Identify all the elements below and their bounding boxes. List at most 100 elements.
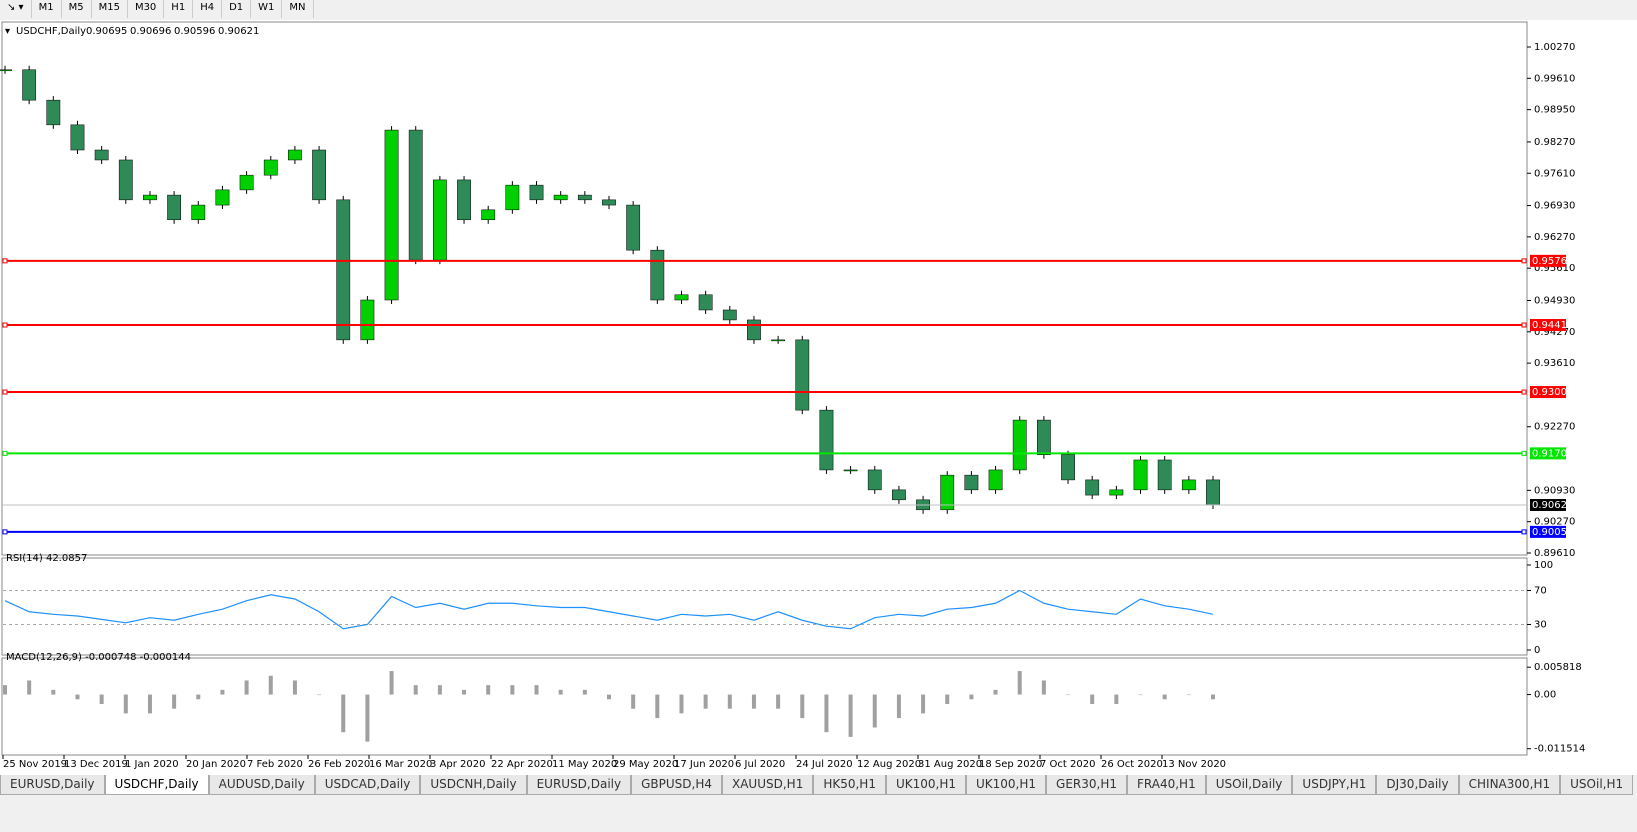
macd-bar — [389, 671, 394, 695]
date-label: 31 Aug 2020 — [918, 759, 982, 770]
timeframe-button[interactable]: M5 — [62, 0, 92, 18]
timeframe-button[interactable]: M1 — [32, 0, 62, 18]
macd-bar — [99, 694, 104, 704]
indicator-title: RSI(14) 42.0857 — [6, 553, 87, 564]
date-label: 11 May 2020 — [552, 759, 617, 770]
chart-tab[interactable]: XAUUSD,H1 — [722, 775, 814, 795]
chart-tab[interactable]: CHINA300,H1 — [1458, 775, 1561, 795]
chart-tab[interactable]: UK100,H1 — [966, 775, 1047, 795]
chart-tab[interactable]: USDCNH,Daily — [420, 775, 527, 795]
current-price-label: 0.90621 — [1532, 500, 1573, 511]
price-panel — [1, 21, 1528, 556]
ohlc-value: 0.90695 — [86, 26, 127, 37]
price-tick-label: 0.92270 — [1534, 422, 1575, 433]
macd-bar — [196, 694, 201, 700]
macd-bar — [776, 694, 781, 709]
macd-bar — [921, 694, 926, 714]
candle — [553, 194, 568, 201]
chart-tab[interactable]: USDJPY,H1 — [1292, 775, 1377, 795]
chart-tab[interactable]: USDCAD,Daily — [314, 775, 421, 795]
level-box — [1530, 386, 1566, 399]
candle — [263, 159, 278, 176]
header-arrow: ▾ — [5, 26, 10, 37]
candle — [336, 199, 351, 341]
macd-bar — [1041, 680, 1046, 695]
price-tick-label: 0.98950 — [1534, 105, 1575, 116]
price-tick-label: 0.94930 — [1534, 295, 1575, 306]
level-handle — [1521, 529, 1527, 535]
chart-tab[interactable]: HK50,H1 — [813, 775, 886, 795]
macd-bar — [727, 694, 732, 709]
candle — [191, 204, 206, 221]
chart-tab[interactable]: EURUSD,Daily — [0, 775, 105, 795]
candle — [819, 409, 834, 471]
ohlc-value: 0.90596 — [174, 26, 215, 37]
chart-tab[interactable]: USOil,Daily — [1205, 775, 1293, 795]
macd-bar — [1017, 671, 1022, 695]
date-label: 26 Oct 2020 — [1101, 759, 1163, 770]
indicator-title: MACD(12,26,9) -0.000748 -0.000144 — [6, 652, 191, 663]
candle — [650, 249, 665, 301]
timeframe-button[interactable]: H4 — [193, 0, 223, 18]
macd-bar — [51, 689, 56, 695]
price-tick-label: 0.90930 — [1534, 485, 1575, 496]
macd-bar — [1138, 694, 1143, 696]
menu-arrow[interactable]: ↘ ▾ — [0, 0, 32, 18]
candle — [1133, 459, 1148, 491]
candle — [215, 189, 230, 206]
ohlc-value: 0.90696 — [130, 26, 171, 37]
date-label: 22 Apr 2020 — [491, 759, 553, 770]
timeframe-button[interactable]: D1 — [222, 0, 252, 18]
candle — [312, 149, 326, 201]
chart-tab[interactable]: DJ30,Daily — [1376, 775, 1459, 795]
toolbar: ↘ ▾ M1 M5 M15 M30 H1 H4 D1 W1 MN — [0, 0, 1637, 18]
macd-bar — [1066, 694, 1071, 696]
timeframe-button[interactable]: M30 — [128, 0, 165, 18]
chart-tab[interactable]: UK100,H1 — [885, 775, 966, 795]
macd-bar — [703, 694, 708, 709]
candle — [1206, 479, 1220, 506]
macd-bar — [872, 694, 877, 728]
candle — [384, 129, 399, 301]
chart-tab[interactable]: USDCHF,Daily — [104, 775, 209, 795]
date-label: 16 Mar 2020 — [369, 759, 432, 770]
candle — [602, 199, 616, 206]
chart-tab[interactable]: FRA40,H1 — [1127, 775, 1206, 795]
chart-tab[interactable]: AUDUSD,Daily — [208, 775, 315, 795]
timeframe-button[interactable]: H1 — [164, 0, 194, 18]
macd-bar — [1211, 694, 1215, 700]
background — [0, 20, 1637, 775]
price-tick-label: 1.00270 — [1534, 42, 1575, 53]
timeframe-button[interactable]: MN — [282, 0, 314, 18]
macd-bar — [486, 685, 491, 695]
timeframe-button[interactable]: W1 — [251, 0, 283, 18]
macd-bar — [437, 685, 442, 695]
macd-bar — [365, 694, 370, 742]
chart-tab[interactable]: USOil,H1 — [1560, 775, 1634, 795]
chart-tab[interactable]: GER30,H1 — [1046, 775, 1127, 795]
indicator-tick-label: 0 — [1534, 645, 1540, 656]
macd-bar — [1186, 694, 1191, 696]
level-handle — [1521, 389, 1527, 395]
candle — [1012, 419, 1027, 471]
macd-bar — [824, 694, 829, 733]
level-label: 0.95765 — [1532, 256, 1573, 267]
date-label: 26 Feb 2020 — [308, 759, 370, 770]
candle — [867, 469, 882, 491]
macd-panel — [1, 657, 1528, 756]
date-label: 7 Oct 2020 — [1040, 759, 1095, 770]
macd-bar — [558, 689, 563, 695]
ohlc-value: 0.90621 — [218, 26, 259, 37]
candle — [529, 184, 544, 201]
candle — [481, 209, 496, 221]
candle — [1109, 489, 1124, 496]
candle — [505, 184, 520, 211]
level-handle — [2, 389, 8, 395]
macd-bar — [679, 694, 684, 714]
candle — [795, 339, 810, 411]
level-handle — [1521, 322, 1527, 328]
chart-tab[interactable]: GBPUSD,H4 — [631, 775, 722, 795]
timeframe-button[interactable]: M15 — [92, 0, 128, 18]
chart-tab[interactable]: EURUSD,Daily — [526, 775, 632, 795]
